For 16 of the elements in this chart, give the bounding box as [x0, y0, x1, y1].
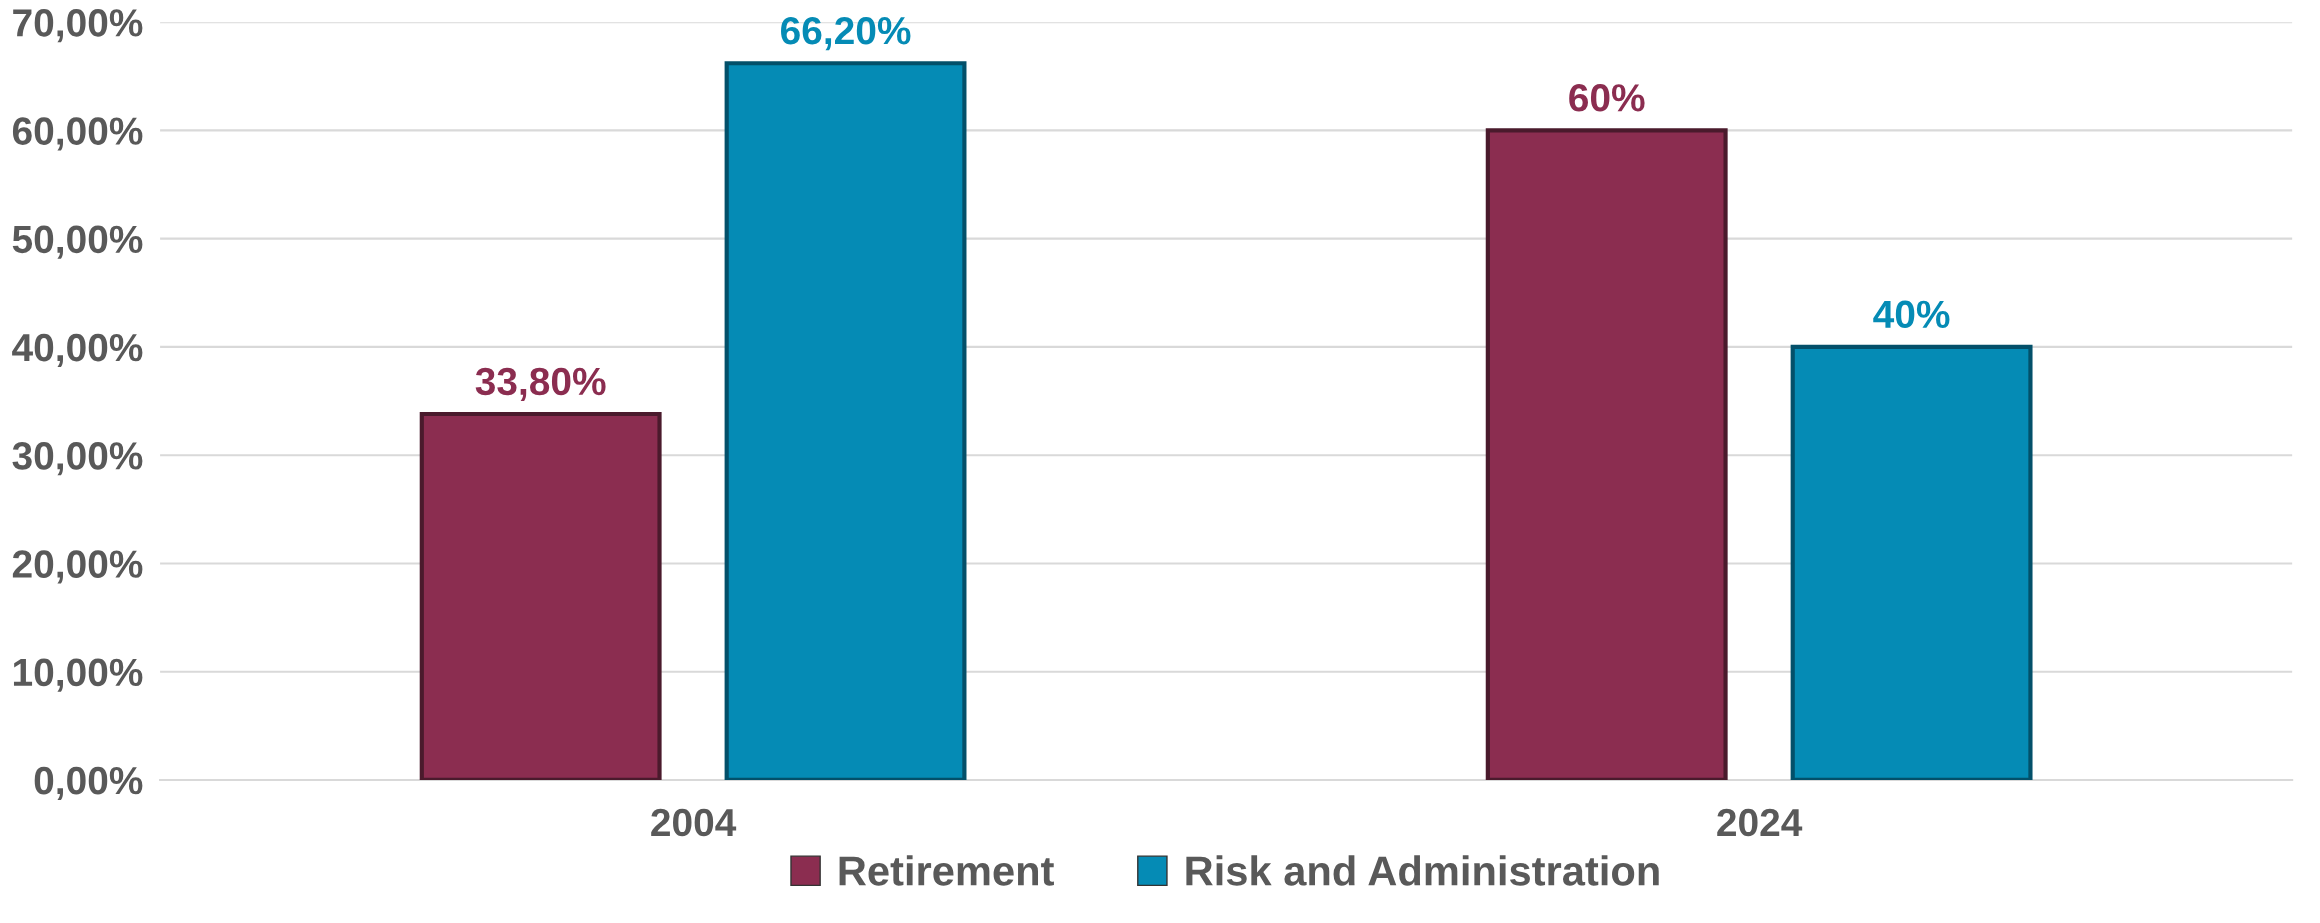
data-label: 40% [1873, 300, 1950, 329]
y-tick-label: 70,00% [13, 9, 143, 43]
y-tick-label: 60,00% [12, 117, 143, 151]
legend-label: Retirement [839, 855, 1054, 886]
y-tick-label: 20,00% [12, 550, 143, 584]
data-label: 33,80% [475, 367, 606, 401]
x-tick-label: 2004 [651, 808, 737, 837]
y-tick-label: 0,00% [34, 766, 143, 801]
y-tick-label: 30,00% [12, 442, 143, 476]
y-tick-label: 10,00% [13, 658, 143, 692]
data-label: 66,20% [781, 16, 911, 51]
y-tick-label: 50,00% [12, 225, 143, 259]
x-tick-label: 2024 [1717, 808, 1803, 837]
data-label: 60% [1569, 84, 1645, 112]
legend-label: Risk and Administration [1186, 855, 1659, 886]
y-tick-label: 40,00% [12, 333, 143, 368]
